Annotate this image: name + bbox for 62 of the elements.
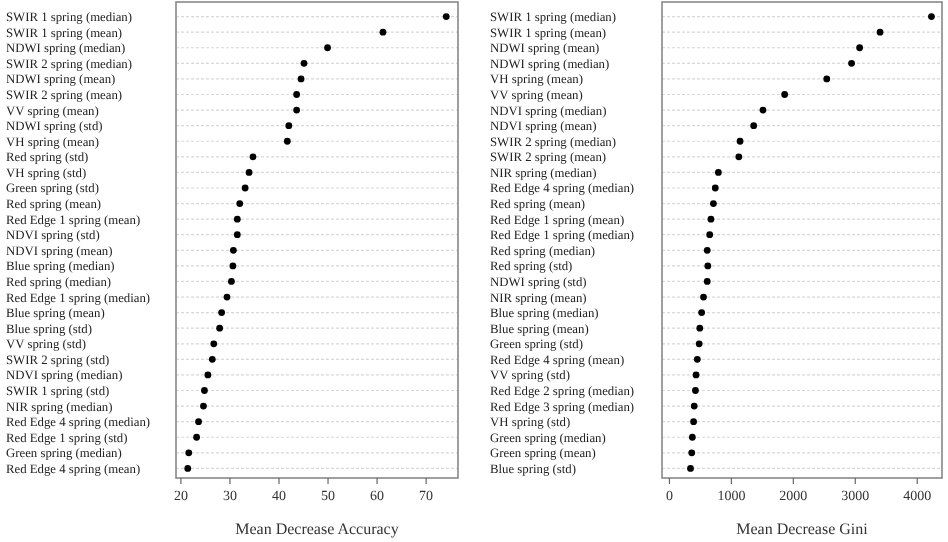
point	[223, 293, 231, 301]
point	[185, 449, 193, 457]
point	[293, 91, 301, 98]
point	[736, 137, 744, 145]
point	[236, 200, 244, 207]
point	[690, 418, 697, 426]
point	[693, 355, 701, 363]
point	[688, 433, 696, 441]
point	[245, 169, 253, 176]
point	[692, 387, 699, 394]
point	[750, 122, 758, 130]
point	[706, 231, 714, 239]
point	[228, 278, 235, 285]
point	[759, 106, 767, 114]
point	[216, 324, 224, 332]
point	[700, 293, 707, 301]
point	[184, 465, 192, 472]
point	[688, 449, 696, 457]
point	[442, 13, 450, 20]
point	[704, 262, 712, 270]
point	[229, 246, 237, 254]
point	[324, 44, 331, 52]
point	[703, 246, 711, 254]
point	[300, 59, 308, 67]
point	[379, 28, 387, 36]
point	[856, 44, 864, 52]
point	[695, 340, 703, 348]
point	[848, 59, 855, 67]
point	[735, 153, 743, 161]
point	[928, 13, 935, 20]
point	[297, 75, 305, 83]
point	[241, 184, 249, 192]
point	[233, 215, 241, 223]
point	[285, 122, 293, 130]
point	[218, 309, 226, 317]
point	[692, 371, 700, 379]
point	[696, 324, 704, 332]
x-axis-title: Mean Decrease Accuracy	[235, 520, 399, 538]
point	[233, 231, 241, 239]
point	[204, 371, 212, 379]
point	[208, 355, 216, 363]
point	[690, 402, 698, 410]
point	[781, 91, 789, 98]
point	[193, 433, 200, 441]
point	[210, 340, 218, 348]
point	[707, 215, 715, 223]
point	[195, 418, 202, 426]
point	[293, 106, 301, 114]
point	[201, 387, 208, 394]
x-axis-title: Mean Decrease Gini	[736, 520, 870, 538]
point	[876, 28, 884, 36]
point	[703, 278, 711, 285]
point	[283, 137, 291, 145]
point	[711, 184, 719, 192]
point	[823, 75, 831, 83]
point	[200, 402, 207, 410]
point	[249, 153, 257, 161]
point	[687, 465, 694, 472]
point	[698, 309, 706, 317]
point	[229, 262, 237, 270]
point	[714, 169, 722, 176]
point	[710, 200, 717, 207]
